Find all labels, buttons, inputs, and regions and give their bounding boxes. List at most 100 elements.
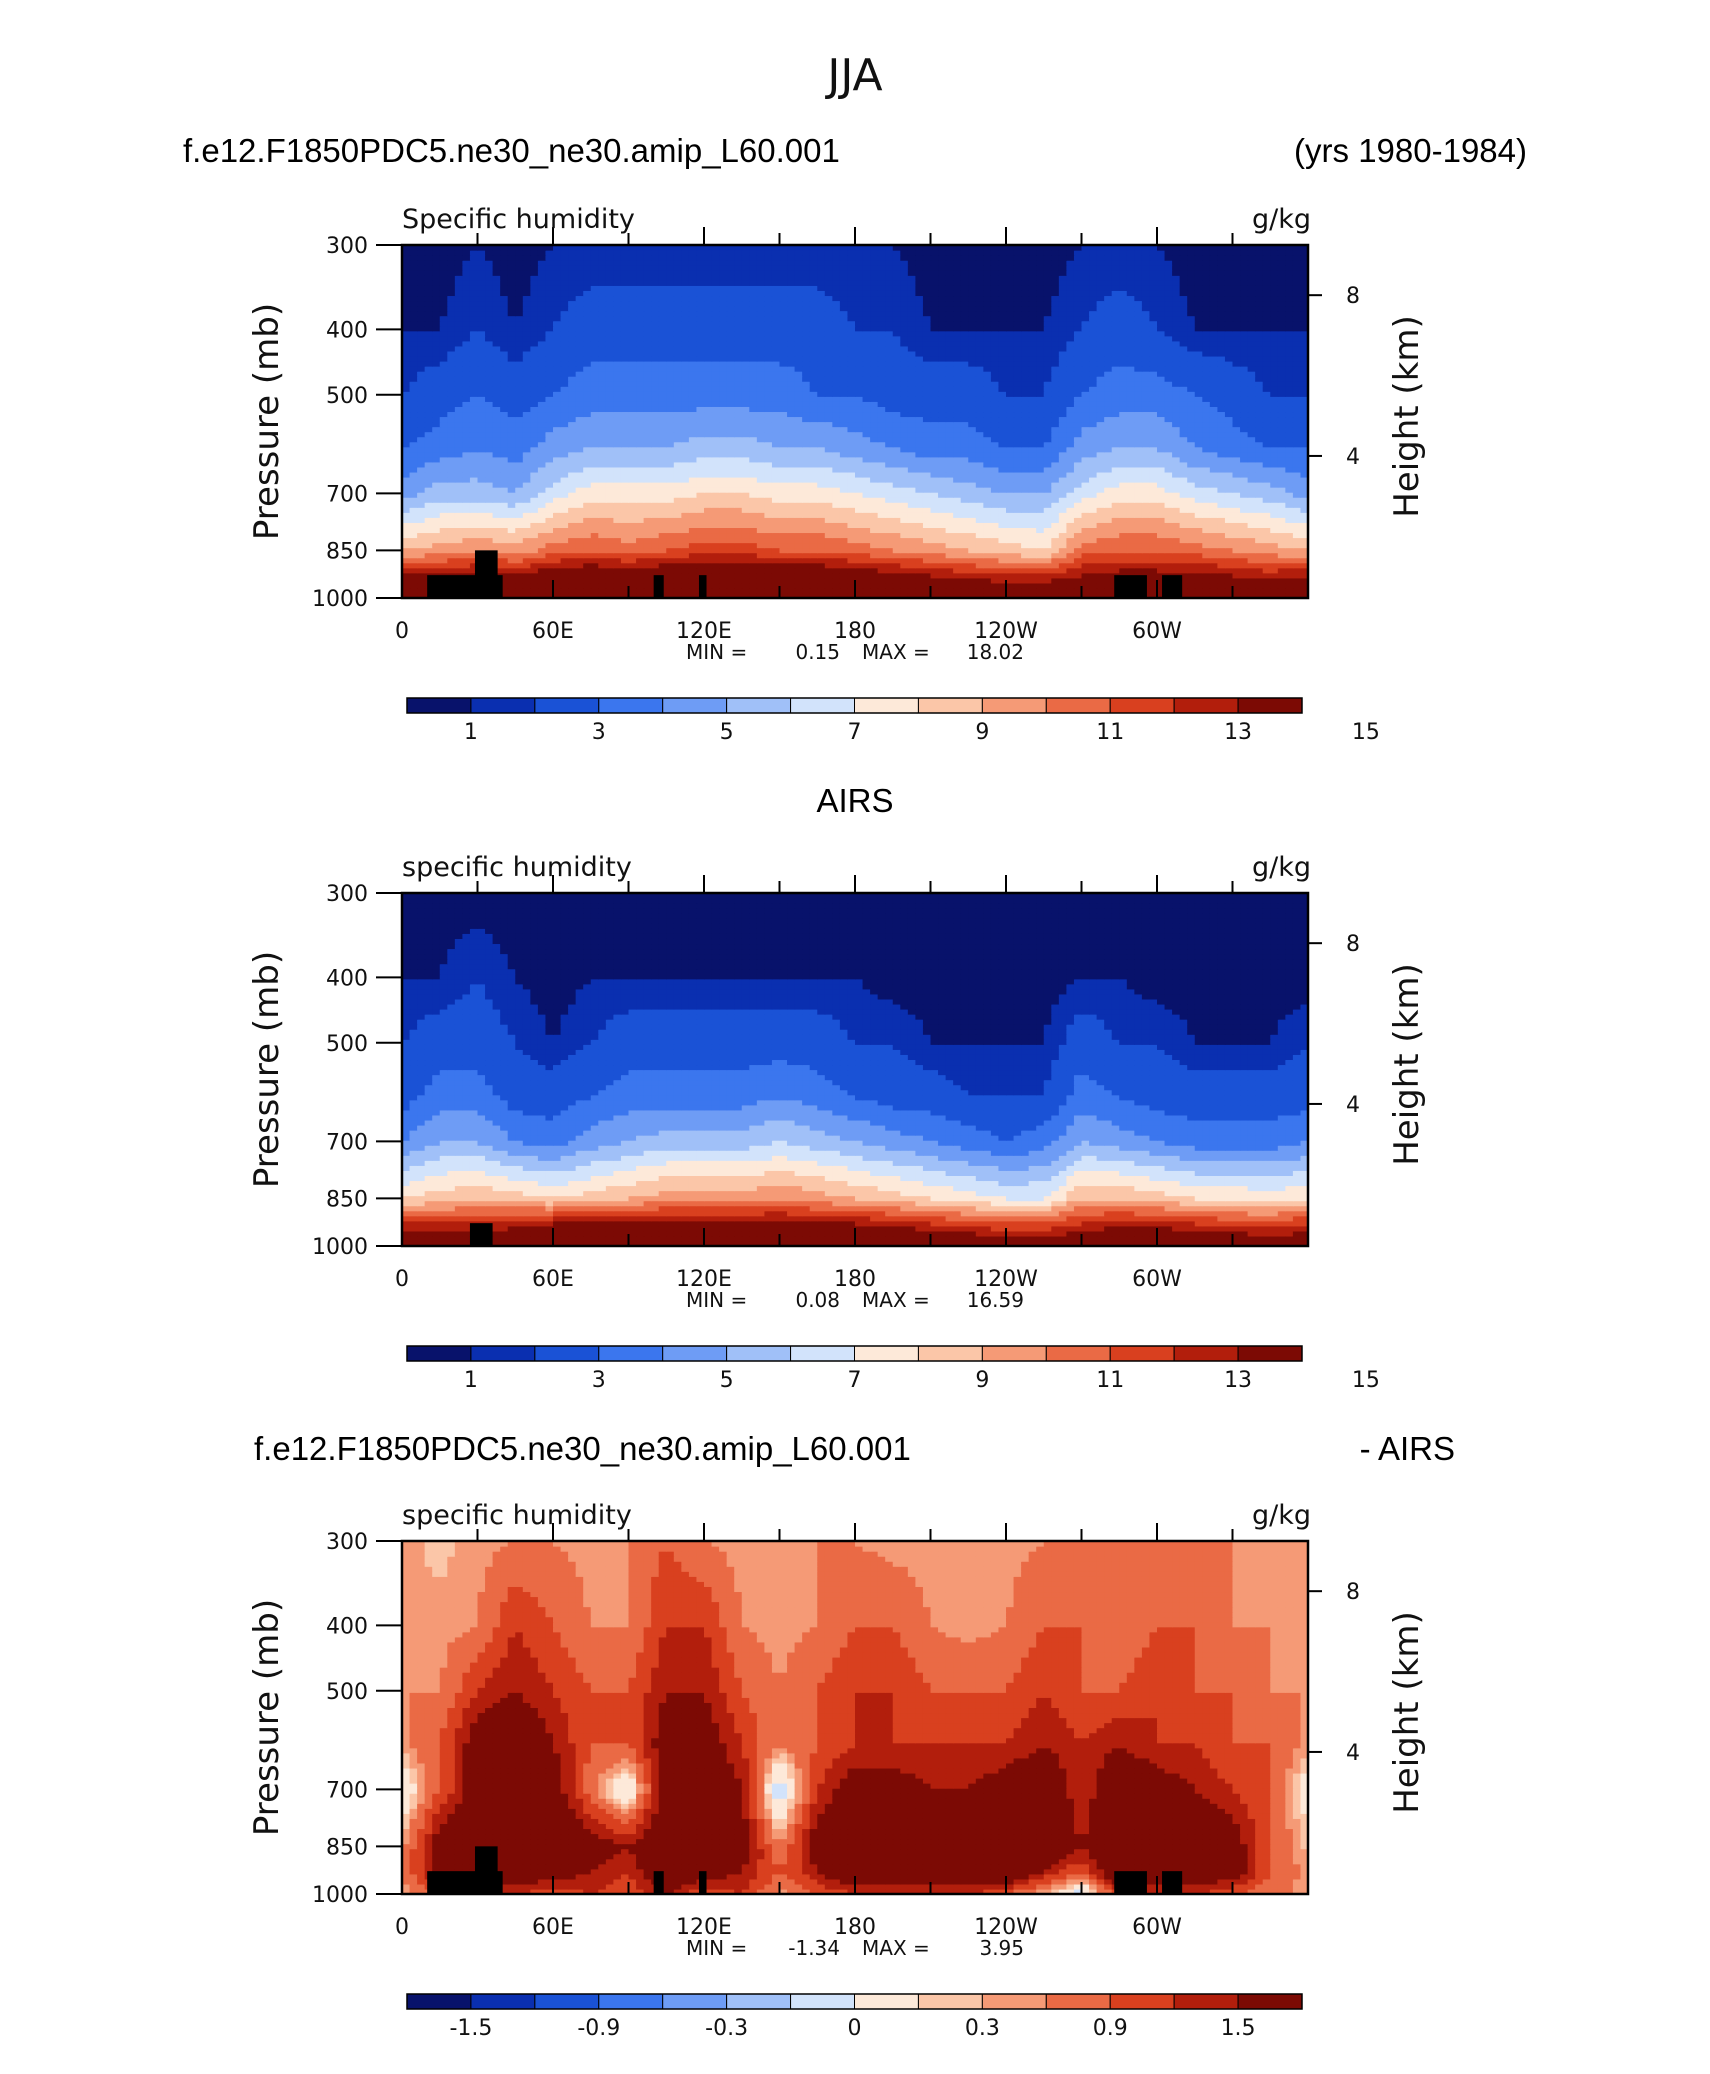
contour-cell [477, 386, 486, 392]
contour-cell [862, 512, 871, 518]
contour-cell [1058, 507, 1067, 513]
contour-cell [892, 537, 901, 544]
contour-cell [469, 507, 479, 513]
contour-cell [1209, 592, 1218, 599]
contour-cell [515, 416, 524, 423]
contour-cell [983, 461, 992, 468]
contour-cell [598, 532, 607, 539]
contour-cell [1013, 527, 1022, 534]
contour-cell [1119, 502, 1128, 508]
contour-cell [583, 507, 592, 513]
contour-cell [628, 517, 637, 523]
contour-cell [802, 567, 811, 574]
contour-cell [1209, 456, 1218, 463]
contour-cell [530, 512, 539, 518]
contour-cell [673, 476, 682, 483]
contour-cell [1021, 476, 1030, 483]
contour-cell [1096, 562, 1105, 569]
contour-cell [1119, 512, 1128, 518]
contour-cell [439, 416, 448, 423]
contour-cell [583, 436, 592, 443]
contour-cell [832, 572, 841, 579]
contour-cell [839, 502, 849, 508]
contour-cell [915, 441, 924, 448]
contour-cell [1111, 532, 1120, 539]
contour-cell [575, 476, 584, 483]
contour-cell [726, 411, 735, 418]
contour-cell [839, 527, 849, 534]
contour-cell [885, 537, 894, 544]
contour-cell [651, 512, 660, 518]
contour-cell [711, 421, 720, 428]
contour-cell [605, 502, 614, 508]
contour-cell [1104, 431, 1113, 438]
contour-cell [1285, 411, 1294, 418]
contour-cell [590, 431, 599, 438]
contour-cell [1073, 446, 1083, 453]
contour-cell [605, 396, 614, 402]
contour-cell [1051, 411, 1060, 418]
contour-cell [628, 522, 637, 528]
contour-cell [1255, 572, 1264, 579]
contour-cell [1021, 582, 1030, 589]
contour-cell [1157, 451, 1166, 458]
contour-cell [817, 391, 826, 397]
contour-cell [1021, 401, 1030, 407]
contour-cell [454, 446, 463, 453]
contour-cell [613, 572, 622, 579]
contour-cell [771, 577, 781, 584]
contour-cell [885, 502, 894, 508]
contour-cell [688, 557, 698, 564]
contour-cell [1300, 577, 1309, 584]
contour-cell [1240, 577, 1249, 584]
contour-cell [847, 497, 856, 503]
contour-cell [1270, 502, 1279, 508]
contour-cell [749, 431, 758, 438]
contour-cell [1172, 456, 1181, 463]
contour-cell [432, 552, 441, 559]
contour-cell [1202, 577, 1211, 584]
contour-cell [1292, 421, 1302, 428]
contour-cell [885, 476, 894, 483]
contour-cell [1021, 482, 1030, 488]
contour-cell [628, 416, 637, 423]
contour-cell [1081, 512, 1090, 518]
contour-cell [1036, 552, 1045, 559]
contour-cell [620, 547, 630, 554]
contour-cell [1172, 507, 1181, 513]
contour-cell [605, 567, 614, 574]
contour-cell [1209, 431, 1218, 438]
contour-cell [877, 552, 886, 559]
contour-cell [809, 567, 818, 574]
contour-cell [560, 441, 569, 448]
contour-cell [998, 406, 1007, 413]
contour-cell [892, 552, 901, 559]
contour-cell [432, 492, 441, 498]
contour-cell [1194, 582, 1203, 589]
contour-cell [492, 401, 501, 407]
contour-cell [696, 426, 705, 433]
contour-cell [485, 416, 494, 423]
contour-cell [620, 492, 630, 498]
contour-cell [938, 391, 947, 397]
contour-cell [1240, 451, 1249, 458]
contour-cell [862, 441, 871, 448]
contour-cell [847, 396, 856, 402]
contour-cell [877, 436, 886, 443]
contour-cell [1255, 492, 1264, 498]
contour-cell [764, 502, 773, 508]
contour-cell [409, 456, 418, 463]
contour-cell [696, 396, 705, 402]
contour-cell [771, 562, 781, 569]
contour-cell [439, 487, 448, 493]
contour-cell [598, 411, 607, 418]
contour-cell [922, 517, 932, 523]
contour-cell [832, 401, 841, 407]
contour-cell [688, 567, 698, 574]
contour-cell [1141, 476, 1151, 483]
contour-cell [719, 507, 728, 513]
contour-cell [575, 577, 584, 584]
contour-cell [636, 421, 645, 428]
contour-cell [1300, 416, 1309, 423]
contour-cell [1224, 401, 1234, 407]
